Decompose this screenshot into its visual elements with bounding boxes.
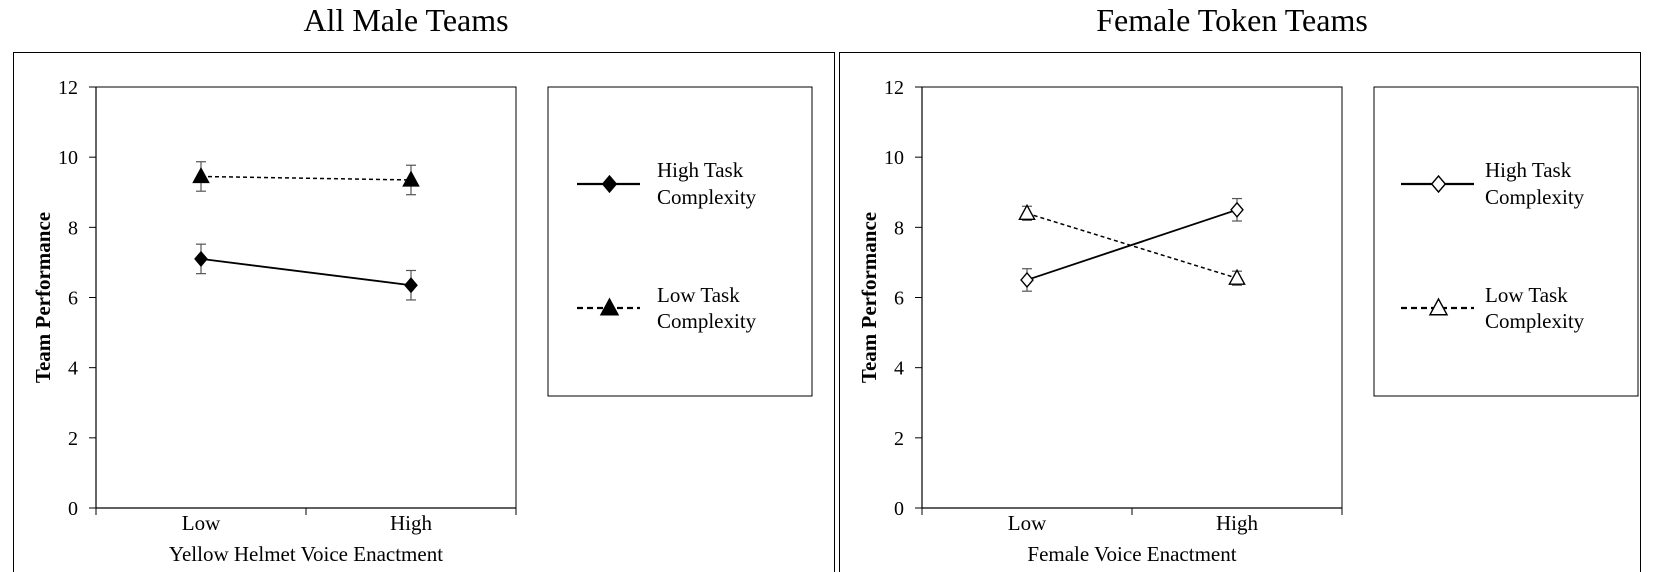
x-tick-label-left: Low	[182, 511, 221, 535]
y-tick-label-left: 12	[58, 77, 78, 99]
y-tick-label-left: 4	[68, 358, 78, 380]
y-tick-label-right: 2	[894, 428, 904, 450]
series-line-high-task-complexity-left	[200, 258, 412, 287]
y-tick-label-right: 4	[894, 358, 904, 380]
legend-label-high-task-complexity-right: Complexity	[1485, 185, 1585, 209]
data-point-low-task-complexity-left	[192, 166, 210, 184]
y-axis-title-right: Team Performance	[857, 212, 881, 383]
x-tick-label-left: High	[390, 511, 433, 535]
series-line-low-task-complexity-right	[1026, 212, 1238, 279]
y-tick-label-right: 10	[884, 147, 904, 169]
legend-marker-high-task-complexity-left	[601, 174, 618, 194]
panel-frame-left	[13, 52, 835, 572]
panel-title-left: All Male Teams	[303, 2, 509, 38]
legend-box-right	[1373, 86, 1639, 397]
legend-label-high-task-complexity-left: High Task	[657, 158, 744, 182]
legend-label-low-task-complexity-left: Complexity	[657, 309, 757, 333]
y-tick-label-right: 0	[894, 498, 904, 520]
data-point-low-task-complexity-right	[1228, 268, 1246, 285]
y-tick-label-left: 2	[68, 428, 78, 450]
x-axis-title-right: Female Voice Enactment	[1027, 542, 1236, 566]
y-tick-label-left: 0	[68, 498, 78, 520]
legend-marker-low-task-complexity-left	[599, 297, 620, 316]
series-line-low-task-complexity-left	[200, 175, 412, 181]
legend-marker-low-task-complexity-right	[1428, 297, 1449, 316]
panel-frame-right	[839, 52, 1641, 572]
data-point-high-task-complexity-right	[1020, 271, 1034, 289]
data-point-high-task-complexity-left	[404, 277, 418, 294]
data-point-low-task-complexity-right	[1018, 203, 1036, 221]
data-point-high-task-complexity-left	[194, 250, 208, 267]
plot-area-left	[95, 86, 517, 509]
legend-label-high-task-complexity-left: Complexity	[657, 185, 757, 209]
x-tick-label-right: Low	[1008, 511, 1047, 535]
plot-area-right	[921, 86, 1343, 509]
y-tick-label-right: 6	[894, 288, 904, 310]
y-tick-label-right: 12	[884, 77, 904, 99]
panel-title-right: Female Token Teams	[1096, 2, 1368, 38]
series-line-high-task-complexity-right	[1026, 208, 1238, 281]
y-tick-label-left: 6	[68, 288, 78, 310]
legend-label-low-task-complexity-right: Complexity	[1485, 309, 1585, 333]
legend-label-low-task-complexity-left: Low Task	[657, 283, 740, 307]
x-tick-label-right: High	[1216, 511, 1259, 535]
legend-box-left	[547, 86, 813, 397]
legend-marker-high-task-complexity-right	[1430, 174, 1447, 194]
legend-label-high-task-complexity-right: High Task	[1485, 158, 1572, 182]
legend-label-low-task-complexity-right: Low Task	[1485, 283, 1568, 307]
y-tick-label-left: 10	[58, 147, 78, 169]
y-tick-label-right: 8	[894, 217, 904, 239]
y-tick-label-left: 8	[68, 217, 78, 239]
x-axis-title-left: Yellow Helmet Voice Enactment	[169, 542, 443, 566]
data-point-low-task-complexity-left	[402, 170, 420, 187]
y-axis-title-left: Team Performance	[31, 212, 55, 383]
data-point-high-task-complexity-right	[1230, 201, 1244, 218]
